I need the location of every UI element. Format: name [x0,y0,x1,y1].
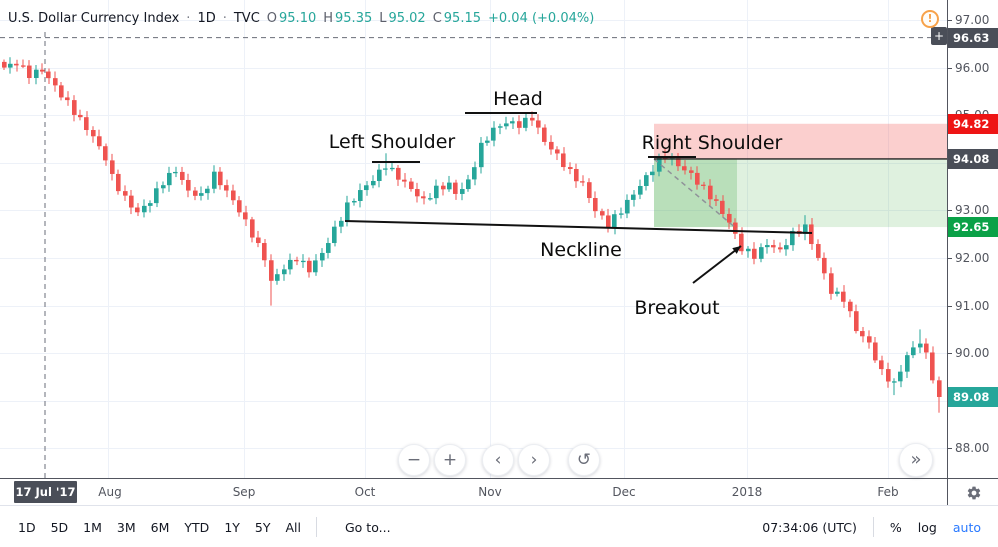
annotation-breakout[interactable]: Breakout [634,297,720,319]
time-label-sep: Sep [232,485,256,499]
exchange-name: TVC [233,10,260,26]
legend-separator2: · [222,10,227,26]
time-label-2018: 2018 [731,485,763,499]
price-label-93.00: 93.00 [947,203,989,217]
axis-tick [947,258,952,259]
axis-settings-corner[interactable] [947,478,998,506]
legend-separator: · [186,10,191,26]
go-to-realtime-button[interactable]: » [899,443,933,477]
price-label-90.00: 90.00 [947,346,989,360]
ohlc-high: H 95.35 [323,10,373,26]
change-value: +0.04 (+0.04%) [488,10,595,26]
axis-tick [947,353,952,355]
add-alert-plus-icon[interactable]: + [931,27,947,45]
price-label-92.00: 92.00 [947,251,989,265]
go-to-date-button[interactable]: Go to... [345,519,391,535]
ohlc-close: C 95.15 [432,10,481,26]
price-badge-94.08: 94.08 [948,148,998,169]
axis-tick [947,20,952,21]
price-chart-canvas[interactable] [0,0,947,478]
time-label-feb: Feb [877,485,899,499]
price-label-91.00: 91.00 [947,299,989,313]
toolbar-divider [316,517,317,537]
symbol-title[interactable]: U.S. Dollar Currency Index [8,10,180,26]
auto-scale-button[interactable]: auto [952,519,981,535]
axis-tick [947,210,952,212]
price-badge-89.08: 89.08 [948,386,998,407]
range-button-ytd[interactable]: YTD [184,519,210,535]
zoom-in-button[interactable]: + [434,444,466,476]
price-badge-92.65: 92.65 [948,217,998,238]
price-badge-96.63: 96.63 [948,27,998,48]
range-button-1y[interactable]: 1Y [224,519,240,535]
toolbar-divider [872,517,874,537]
time-label-oct: Oct [354,485,376,499]
range-button-all[interactable]: All [285,519,302,535]
clock-utc[interactable]: 07:34:06 (UTC) [762,519,857,535]
warning-icon[interactable]: ! [921,10,939,28]
range-button-1d[interactable]: 1D [18,519,36,535]
range-button-3m[interactable]: 3M [116,519,136,535]
scroll-right-button[interactable]: › [518,444,550,476]
zoom-out-button[interactable]: − [398,444,430,476]
range-button-5d[interactable]: 5D [50,519,69,535]
date-marker-badge: 17 Jul '17 [14,481,77,503]
time-axis[interactable]: 17 Jul '17 Aug Sep Oct Nov Dec 2018 Feb [0,478,947,506]
scroll-left-button[interactable]: ‹ [482,444,514,476]
percent-scale-button[interactable]: % [889,519,902,535]
annotation-left-shoulder[interactable]: Left Shoulder [328,131,456,153]
toolbar-right: 07:34:06 (UTC) % log auto [762,506,981,547]
price-label-88.00: 88.00 [947,441,989,455]
log-scale-button[interactable]: log [917,519,937,535]
annotation-right-shoulder[interactable]: Right Shoulder [641,132,783,154]
ohlc-low: L 95.02 [379,10,426,26]
bottom-toolbar: 1D 5D 1M 3M 6M YTD 1Y 5Y All Go to... 07:34:06 (… [0,505,998,547]
gear-icon[interactable] [966,485,982,501]
price-axis[interactable]: + 97.0096.0095.0093.0092.0091.0090.0088.… [931,0,998,478]
price-badge-94.82: 94.82 [948,113,998,134]
axis-tick [947,305,952,307]
annotation-head[interactable]: Head [493,88,543,110]
axis-tick [947,448,952,450]
time-label-aug: Aug [98,485,122,499]
axis-tick [947,67,952,69]
price-label-96.00: 96.00 [947,61,989,75]
annotation-neckline[interactable]: Neckline [540,239,622,261]
range-button-5y[interactable]: 5Y [254,519,271,535]
time-label-dec: Dec [612,485,636,499]
ohlc-open: O 95.10 [266,10,317,26]
range-button-1m[interactable]: 1M [83,519,102,535]
range-selector: 1D 5D 1M 3M 6M YTD 1Y 5Y All Go to... [18,506,391,547]
price-label-97.00: 97.00 [947,13,989,27]
range-button-6m[interactable]: 6M [150,519,170,535]
time-label-nov: Nov [478,485,502,499]
interval-value[interactable]: 1D [197,10,216,26]
reset-view-button[interactable]: ↺ [568,444,600,476]
